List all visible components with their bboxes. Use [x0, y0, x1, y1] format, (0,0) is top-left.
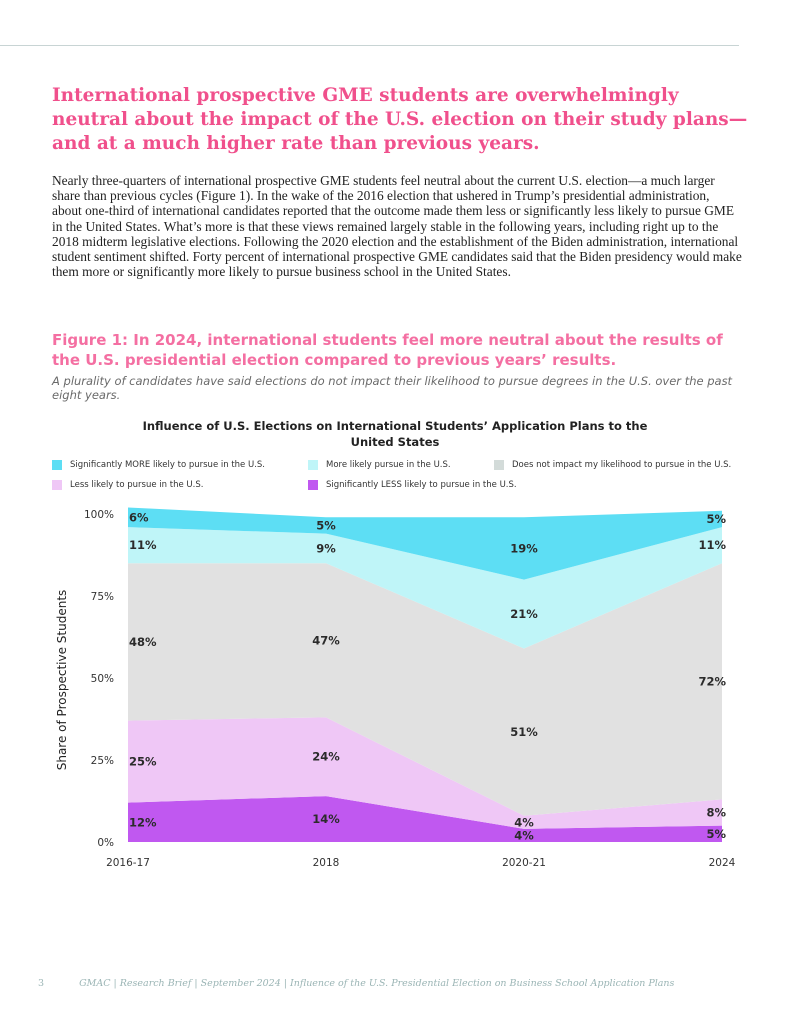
area-less: [128, 717, 722, 829]
legend-label-sig-less: Significantly LESS likely to pursue in t…: [326, 480, 517, 490]
data-label-less: 25%: [129, 755, 157, 769]
data-label-sig_less: 5%: [706, 827, 726, 841]
legend-swatch-neutral: [494, 460, 504, 470]
data-label-less: 8%: [706, 805, 726, 819]
data-label-neutral: 72%: [698, 674, 726, 688]
data-label-neutral: 47%: [312, 633, 340, 647]
x-tick-label: 2018: [313, 857, 340, 869]
data-label-less: 24%: [312, 750, 340, 764]
chart-title: Influence of U.S. Elections on Internati…: [142, 419, 648, 449]
area-sig_more: [128, 507, 722, 580]
x-axis: 2016-17 2018 2020-21 2024: [106, 857, 736, 869]
data-label-sig_more: 6%: [129, 510, 149, 524]
x-tick-label: 2024: [709, 857, 736, 869]
data-label-more: 21%: [510, 607, 538, 621]
legend-swatch-sig-less: [308, 480, 318, 490]
legend-item-sig-more: Significantly MORE likely to pursue in t…: [52, 460, 265, 470]
data-label-less: 4%: [514, 815, 534, 829]
legend-item-less: Less likely to pursue in the U.S.: [52, 480, 203, 490]
top-rule: [0, 45, 739, 46]
area-neutral: [128, 563, 722, 816]
data-label-sig_less: 4%: [514, 828, 534, 842]
data-label-sig_less: 14%: [312, 812, 340, 826]
y-axis-title: Share of Prospective Students: [55, 590, 69, 771]
figure-title: Figure 1: In 2024, international student…: [52, 331, 723, 369]
figure-subtitle: A plurality of candidates have said elec…: [52, 374, 733, 402]
area-more: [128, 527, 722, 649]
legend-swatch-less: [52, 480, 62, 490]
legend-swatch-sig-more: [52, 460, 62, 470]
page-footer: 3 GMAC | Research Brief | September 2024…: [38, 978, 758, 989]
legend-label-neutral: Does not impact my likelihood to pursue …: [512, 460, 732, 470]
y-tick-label: 100%: [84, 509, 114, 521]
y-tick-label: 0%: [97, 837, 114, 849]
legend-item-more: More likely pursue in the U.S.: [308, 460, 451, 470]
area-sig_less: [128, 796, 722, 842]
page-headline: International prospective GME students a…: [52, 85, 748, 154]
y-tick-label: 75%: [91, 591, 114, 603]
footer-text: GMAC | Research Brief | September 2024 |…: [79, 978, 675, 989]
y-axis: 0% 25% 50% 75% 100%: [84, 509, 114, 849]
legend-label-less: Less likely to pursue in the U.S.: [70, 480, 204, 490]
data-label-more: 9%: [316, 541, 336, 555]
data-label-more: 11%: [129, 538, 157, 552]
legend-swatch-more: [308, 460, 318, 470]
data-label-neutral: 48%: [129, 635, 157, 649]
legend-item-sig-less: Significantly LESS likely to pursue in t…: [308, 480, 517, 490]
chart-areas: [128, 507, 722, 842]
page-number: 3: [38, 978, 45, 989]
data-labels: 12% 14% 4% 5% 25% 24% 4% 8% 48% 47% 51% 72% 11% 9% 21%…: [129, 510, 726, 842]
data-label-more: 11%: [698, 538, 726, 552]
data-label-sig_more: 5%: [706, 512, 726, 526]
x-tick-label: 2016-17: [106, 857, 150, 869]
legend-label-sig-more: Significantly MORE likely to pursue in t…: [70, 460, 266, 470]
data-label-sig_less: 12%: [129, 815, 157, 829]
data-label-neutral: 51%: [510, 725, 538, 739]
y-tick-label: 25%: [91, 755, 114, 767]
data-label-sig_more: 5%: [316, 518, 336, 532]
body-paragraph: Nearly three-quarters of international p…: [52, 173, 742, 280]
legend-item-neutral: Does not impact my likelihood to pursue …: [494, 460, 731, 470]
data-label-sig_more: 19%: [510, 541, 538, 555]
y-tick-label: 50%: [91, 673, 114, 685]
x-tick-label: 2020-21: [502, 857, 546, 869]
chart-legend: Significantly MORE likely to pursue in t…: [52, 460, 752, 500]
legend-label-more: More likely pursue in the U.S.: [326, 460, 451, 470]
